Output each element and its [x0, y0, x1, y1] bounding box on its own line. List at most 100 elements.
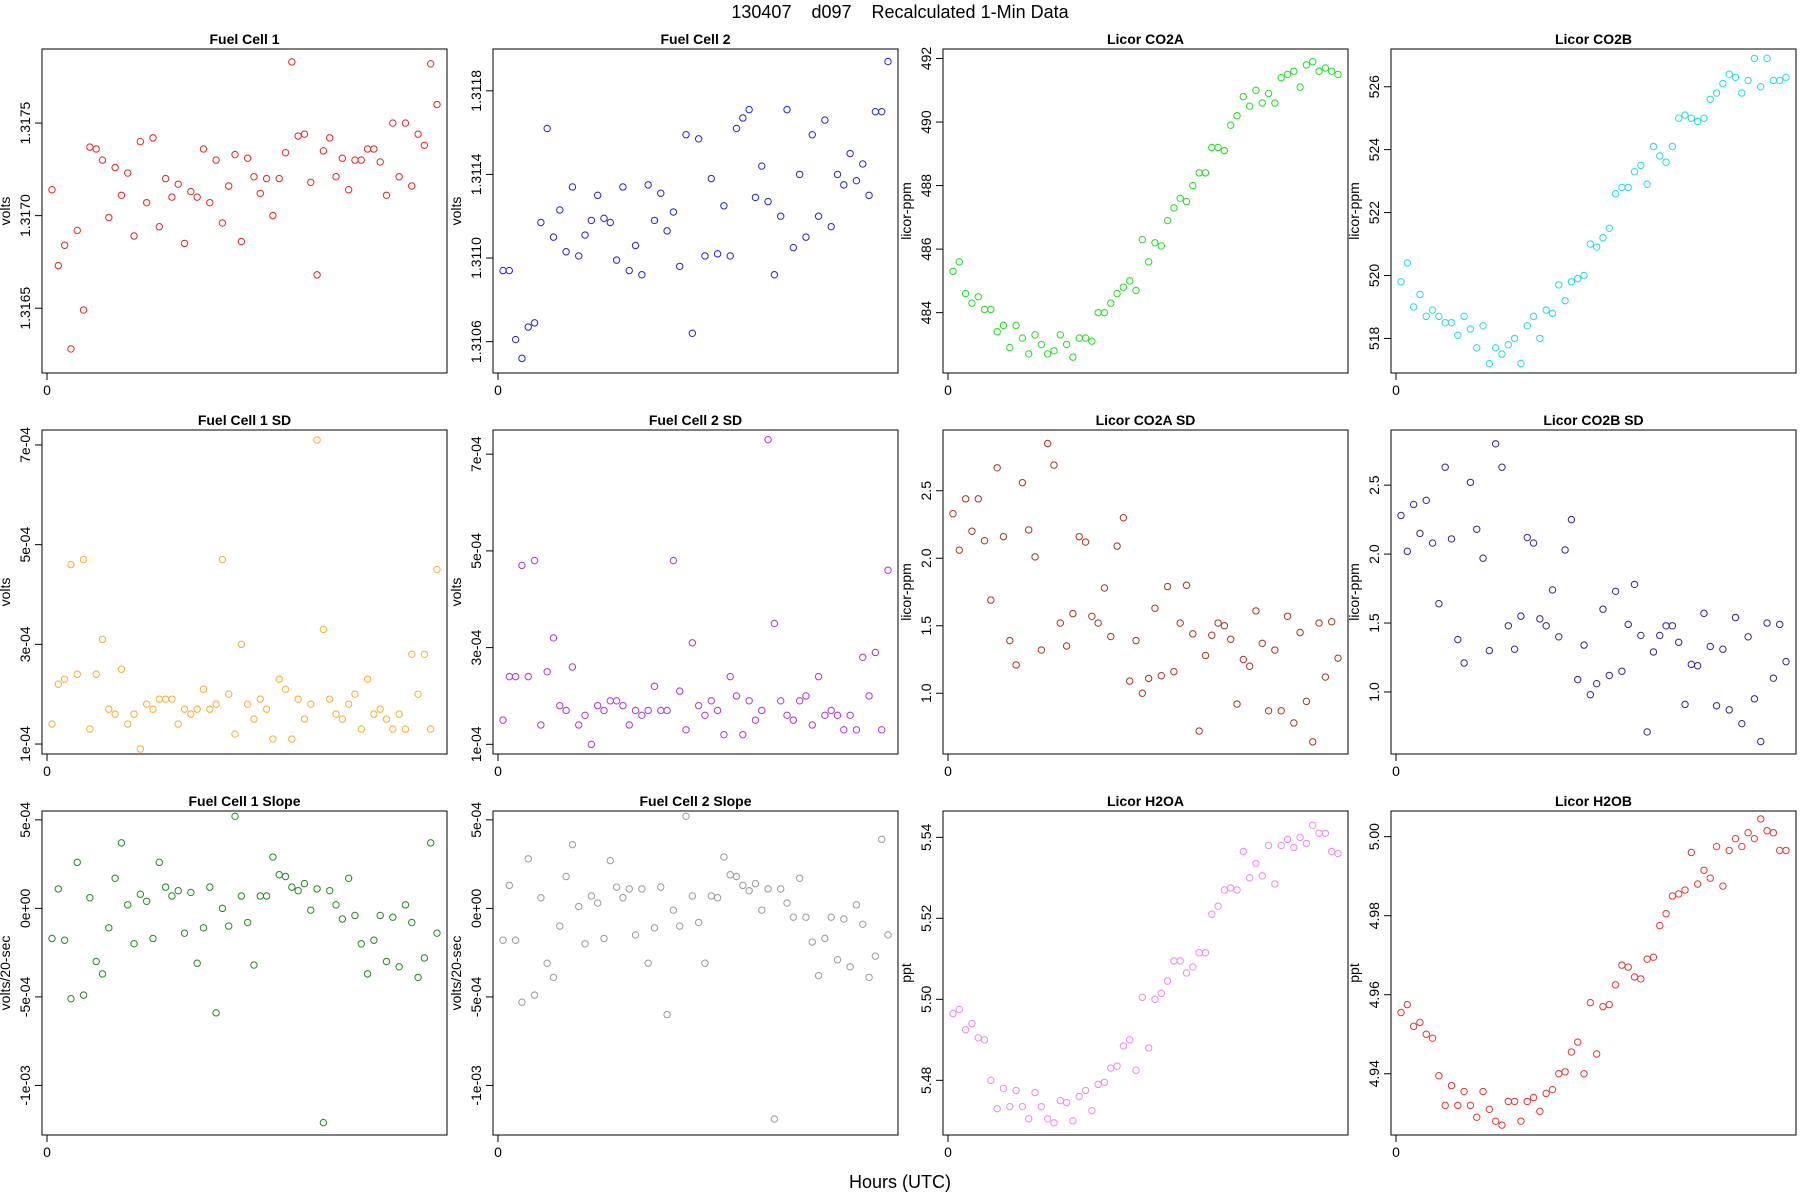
y-tick-label: 522 [1366, 201, 1382, 225]
y-tick-label: 5.00 [1366, 823, 1382, 850]
data-point [1731, 73, 1740, 82]
data-point [389, 119, 397, 127]
y-tick-label: 520 [1366, 264, 1382, 288]
data-point [676, 687, 684, 695]
y-tick-label: 1.3170 [17, 194, 33, 237]
data-point [739, 114, 747, 122]
x-tick-label: 0 [494, 763, 502, 779]
data-point [187, 710, 195, 718]
data-point [262, 892, 271, 900]
data-point [1258, 872, 1266, 880]
data-point [556, 206, 564, 214]
y-tick-label: 1.3165 [17, 287, 33, 330]
data-point [174, 886, 182, 895]
data-point [1700, 114, 1708, 122]
data-point [968, 527, 976, 535]
data-point [859, 160, 867, 168]
data-point [174, 180, 182, 188]
data-point [631, 241, 640, 250]
y-tick-label: 1.5 [1366, 613, 1382, 633]
data-point [537, 894, 545, 902]
y-tick-label: 492 [918, 47, 934, 71]
data-point [1119, 1042, 1128, 1050]
data-point [86, 725, 94, 733]
y-axis-title: licor-ppm [898, 563, 914, 621]
data-point [174, 720, 182, 728]
data-point [1548, 1085, 1557, 1094]
data-point [840, 181, 848, 189]
data-point [1302, 61, 1311, 69]
y-tick-label: 5.52 [918, 904, 934, 931]
data-point [1006, 636, 1014, 645]
data-point [974, 495, 982, 503]
data-point [676, 262, 684, 271]
data-point [1239, 92, 1248, 101]
data-point [713, 250, 722, 258]
data-point [1220, 622, 1229, 630]
data-point [1700, 609, 1708, 618]
data-point [1107, 1064, 1115, 1072]
data-point [587, 892, 596, 900]
data-point [1094, 308, 1102, 317]
data-point [1466, 1101, 1475, 1110]
data-point [1277, 73, 1285, 82]
data-point [644, 181, 652, 189]
data-point [556, 922, 564, 930]
data-point [1189, 630, 1197, 638]
data-point [701, 711, 709, 720]
data-point [1157, 242, 1165, 250]
data-point [1687, 848, 1696, 857]
data-point [732, 872, 741, 881]
data-point [420, 650, 429, 659]
y-tick-label: 1.3114 [468, 153, 484, 195]
data-point [168, 695, 176, 703]
data-point [357, 725, 365, 733]
data-point [827, 706, 835, 715]
data-point [1504, 622, 1512, 630]
data-point [961, 289, 970, 298]
panel-title: Fuel Cell 2 SD [649, 412, 742, 428]
data-point [1738, 89, 1746, 97]
data-point [1656, 152, 1664, 160]
data-point [1592, 243, 1601, 251]
data-point [1277, 707, 1285, 715]
data-point [871, 648, 880, 657]
data-point [1605, 1000, 1613, 1009]
data-point [980, 537, 989, 545]
data-point [98, 970, 107, 978]
data-point [499, 936, 507, 944]
data-point [1769, 829, 1778, 837]
data-point [92, 957, 100, 966]
data-point [363, 970, 372, 978]
data-point [376, 911, 384, 920]
data-point [1182, 197, 1191, 206]
data-point [1441, 1101, 1449, 1110]
data-point [999, 532, 1008, 541]
data-point [326, 134, 334, 142]
data-point [1081, 538, 1090, 546]
data-point [351, 911, 359, 920]
data-point [1088, 337, 1096, 345]
data-point [193, 193, 201, 201]
data-point [382, 715, 391, 723]
data-point [344, 700, 353, 708]
data-point [1018, 1102, 1027, 1111]
data-point [1271, 646, 1279, 654]
data-point [575, 721, 583, 729]
data-point [1037, 340, 1046, 349]
data-point [770, 619, 779, 628]
data-point [105, 213, 113, 222]
data-point [382, 191, 391, 199]
data-point [1630, 973, 1639, 981]
data-point [777, 697, 785, 705]
data-point [319, 147, 328, 155]
data-point [852, 176, 861, 185]
data-point [237, 237, 246, 246]
data-point [1422, 496, 1430, 505]
data-point [865, 191, 873, 200]
data-point [568, 663, 577, 671]
data-point [1100, 1078, 1109, 1087]
data-point [663, 227, 671, 235]
data-point [1012, 661, 1020, 669]
